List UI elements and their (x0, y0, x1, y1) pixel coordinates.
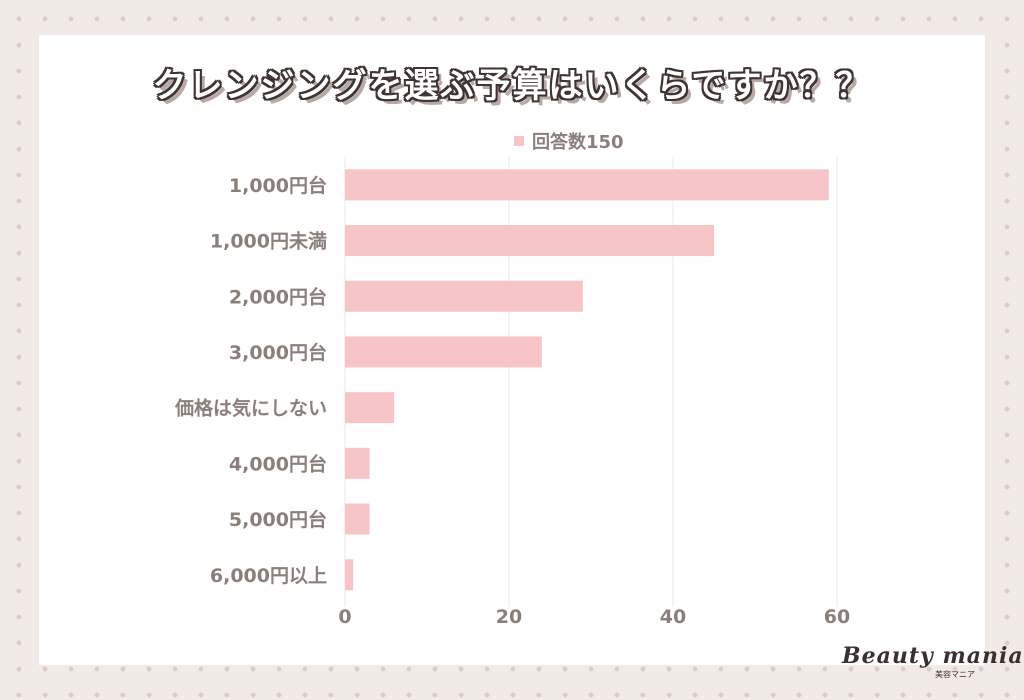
legend-label: 回答数150 (532, 132, 624, 153)
x-tick-label: 40 (660, 606, 686, 628)
x-tick-label: 60 (824, 606, 850, 628)
bar (345, 336, 542, 368)
brand-logo-sub: 美容マニア (935, 670, 975, 679)
x-tick-label: 20 (496, 606, 522, 628)
category-label: 1,000円未満 (210, 230, 327, 253)
category-label: 1,000円台 (229, 174, 327, 197)
category-label: 価格は気にしない (174, 397, 327, 420)
bar (345, 225, 714, 257)
bar (345, 280, 583, 312)
bar (345, 559, 354, 591)
category-label: 6,000円以上 (210, 565, 327, 587)
chart-legend: 回答数150 (514, 128, 624, 154)
category-label: 3,000円台 (229, 341, 327, 364)
legend-swatch (514, 136, 524, 146)
brand-logo: Beauty mania (842, 643, 1024, 669)
bar (345, 503, 370, 535)
x-tick-label: 0 (338, 606, 351, 628)
category-label: 5,000円台 (229, 508, 327, 531)
bar (345, 169, 829, 201)
category-label: 2,000円台 (229, 285, 327, 308)
bar (345, 392, 395, 424)
bar (345, 447, 370, 479)
chart-title: クレンジングを選ぶ予算はいくらですか？？ (152, 66, 872, 106)
category-label: 4,000円台 (229, 452, 327, 475)
